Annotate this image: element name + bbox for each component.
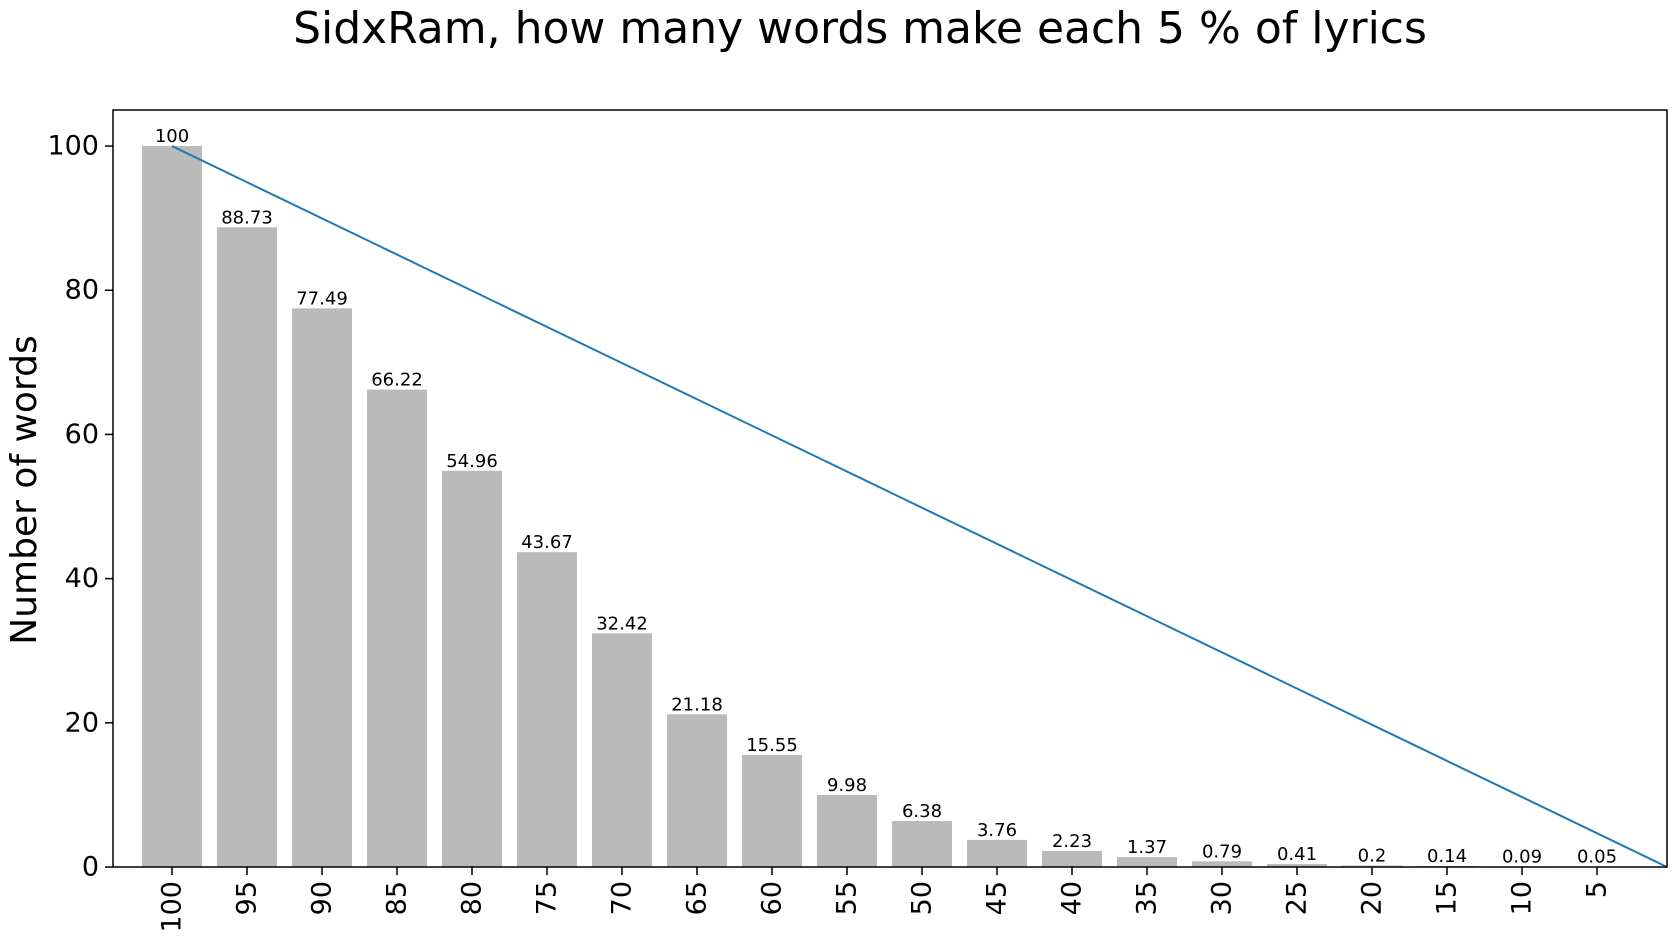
bar-value-label: 0.41	[1277, 844, 1317, 865]
bar-value-label: 15.55	[746, 735, 798, 756]
bar-value-label: 66.22	[371, 370, 423, 391]
y-axis-label: Number of words	[4, 335, 45, 644]
bar-value-label: 77.49	[296, 288, 348, 309]
x-tick-label: 65	[682, 881, 713, 915]
x-tick-label: 60	[757, 881, 788, 915]
bar-value-label: 21.18	[671, 694, 723, 715]
x-tick-label: 55	[832, 881, 863, 915]
x-tick-label: 20	[1357, 881, 1388, 915]
reference-line-group	[171, 145, 1668, 868]
x-tick-label: 50	[907, 881, 938, 915]
x-tick-label: 5	[1582, 881, 1613, 898]
x-tick-label: 90	[307, 881, 338, 915]
y-tick-label: 0	[82, 852, 99, 883]
bar-90	[292, 308, 352, 868]
bar-value-label: 0.05	[1577, 847, 1617, 868]
x-tick-label: 75	[532, 881, 563, 915]
bar-85	[367, 389, 427, 867]
bar-value-label: 0.79	[1202, 841, 1242, 862]
bar-value-label: 43.67	[521, 532, 573, 553]
x-tick-label: 70	[607, 881, 638, 915]
x-tick-label: 45	[982, 881, 1013, 915]
x-tick-label: 40	[1057, 881, 1088, 915]
x-tick-label: 85	[382, 881, 413, 915]
bar-value-label: 6.38	[902, 801, 942, 822]
y-tick-label: 40	[65, 563, 99, 594]
x-tick-label: 35	[1132, 881, 1163, 915]
bar-value-label: 0.14	[1427, 846, 1467, 867]
bar-value-label: 100	[155, 126, 189, 147]
bar-65	[667, 714, 727, 867]
y-tick-label: 100	[47, 131, 99, 162]
bar-value-label: 9.98	[827, 775, 867, 796]
bars-group	[142, 146, 1627, 868]
bar-55	[817, 795, 877, 867]
y-tick-label: 80	[65, 275, 99, 306]
y-tick-label: 20	[65, 707, 99, 738]
bar-value-label: 88.73	[221, 207, 273, 228]
bar-45	[967, 839, 1027, 867]
bar-35	[1117, 857, 1177, 867]
reference-line	[171, 145, 1668, 868]
x-tick-label: 95	[232, 881, 263, 915]
bar-30	[1192, 861, 1252, 867]
x-tick-label: 25	[1282, 881, 1313, 915]
bar-60	[742, 754, 802, 867]
x-tick-label: 80	[457, 881, 488, 915]
bar-value-label: 0.09	[1502, 846, 1542, 867]
chart-title: SidxRam, how many words make each 5 % of…	[293, 3, 1427, 54]
x-tick-label: 100	[157, 881, 188, 933]
bar-70	[592, 633, 652, 867]
bar-value-label: 54.96	[446, 451, 498, 472]
bar-value-label: 32.42	[596, 613, 648, 634]
x-axis-ticks: 100 95 90 85 80 75 70 65 60 55 50 45 40 35 30 25 20 15 10 5	[157, 867, 1613, 933]
bar-value-label: 3.76	[977, 820, 1017, 841]
bar-95	[217, 227, 277, 867]
y-tick-label: 60	[65, 419, 99, 450]
bar-50	[892, 821, 952, 867]
x-tick-label: 10	[1507, 881, 1538, 915]
bar-40	[1042, 850, 1102, 867]
bar-value-label: 1.37	[1127, 837, 1167, 858]
plot-frame	[112, 109, 1668, 868]
bar-value-labels: 100 88.73 77.49 66.22 54.96 43.67 32.42 21.18 15…	[155, 126, 1617, 868]
bar-value-label: 0.2	[1358, 846, 1387, 867]
bar-75	[517, 552, 577, 867]
bar-100	[142, 146, 202, 868]
y-axis-ticks: 0 20 40 60 80 100	[47, 131, 113, 883]
bar-value-label: 2.23	[1052, 831, 1092, 852]
x-tick-label: 30	[1207, 881, 1238, 915]
x-tick-label: 15	[1432, 881, 1463, 915]
bar-25	[1267, 864, 1327, 867]
bar-80	[442, 470, 502, 867]
